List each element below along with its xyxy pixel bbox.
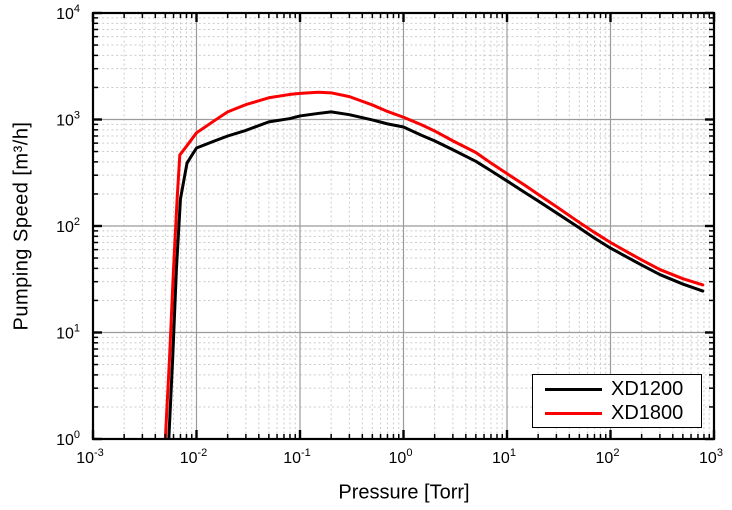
svg-text:100: 100	[389, 447, 413, 467]
legend-line-sample-xd1200	[545, 387, 602, 391]
svg-text:10-2: 10-2	[180, 447, 208, 467]
svg-text:103: 103	[56, 110, 80, 130]
svg-text:102: 102	[596, 447, 620, 467]
svg-text:100: 100	[56, 429, 80, 449]
svg-text:10-3: 10-3	[76, 447, 104, 467]
legend-line-sample-xd1800	[545, 411, 602, 415]
svg-text:101: 101	[492, 447, 516, 467]
x-axis-title: Pressure [Torr]	[338, 481, 470, 504]
legend-item-xd1200: XD1200	[533, 379, 701, 399]
legend: XD1200 XD1800	[532, 374, 702, 428]
svg-text:101: 101	[56, 323, 80, 343]
legend-label-xd1800: XD1800	[611, 402, 684, 424]
legend-item-xd1800: XD1800	[533, 403, 701, 423]
y-axis-title: Pumping Speed [m³/h]	[10, 121, 33, 331]
svg-text:103: 103	[699, 447, 723, 467]
svg-text:102: 102	[56, 216, 80, 236]
svg-text:10-1: 10-1	[283, 447, 311, 467]
svg-text:104: 104	[56, 3, 80, 23]
legend-label-xd1200: XD1200	[611, 378, 684, 400]
